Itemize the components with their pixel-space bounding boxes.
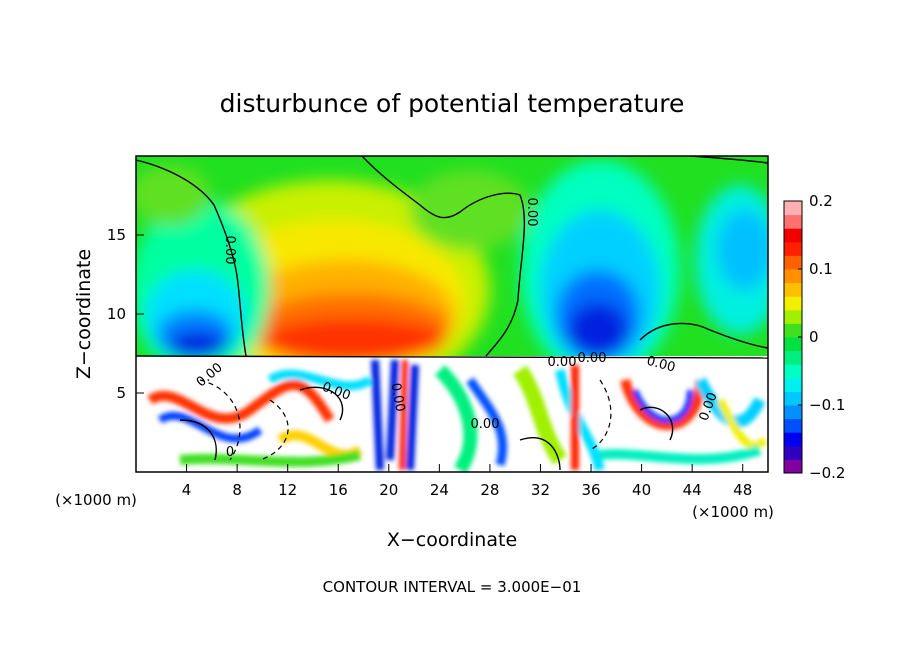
colorbar-swatch [784, 337, 802, 352]
contour-label: 0.00 [548, 355, 577, 370]
colorbar-swatch [784, 282, 802, 297]
x-unit-label-right: (×1000 m) [692, 503, 774, 521]
colorbar-swatch [784, 377, 802, 392]
x-tick-label: 32 [531, 481, 550, 499]
x-unit-label-left: (×1000 m) [55, 491, 137, 509]
colorbar-swatch [784, 255, 802, 270]
colorbar [784, 201, 802, 474]
colorbar-swatch [784, 432, 802, 447]
y-axis: 5 10 15 [107, 226, 144, 402]
x-tick-label: 36 [581, 481, 600, 499]
x-axis-label: X−coordinate [387, 529, 517, 551]
y-axis-label: Z−coordinate [73, 249, 95, 379]
y-tick-label: 5 [116, 384, 126, 402]
colorbar-swatch [784, 201, 802, 216]
contour-label: 0.00 [222, 236, 237, 265]
contour-label: 0.00 [388, 382, 408, 413]
contour-lines [136, 156, 768, 471]
colorbar-swatch [784, 241, 802, 256]
colorbar-swatch [784, 405, 802, 420]
colorbar-tick-label: 0 [809, 328, 819, 346]
colorbar-tick-label: 0.1 [809, 260, 833, 278]
colorbar-swatch [784, 391, 802, 406]
colorbar-swatch [784, 269, 802, 284]
colorbar-swatch [784, 350, 802, 365]
upper-field [136, 160, 768, 400]
colorbar-swatch [784, 228, 802, 243]
contour-label: 0.00 [471, 417, 500, 432]
x-tick-label: 16 [329, 481, 348, 499]
colorbar-swatch [784, 309, 802, 324]
chart-title: disturbunce of potential temperature [220, 89, 685, 118]
x-tick-label: 12 [278, 481, 297, 499]
colorbar-swatch [784, 418, 802, 433]
x-axis: 4 8 12 16 20 24 28 32 36 40 44 48 [182, 464, 752, 499]
colorbar-swatch [784, 323, 802, 338]
x-tick-label: 44 [683, 481, 702, 499]
plot-area [136, 156, 768, 472]
colorbar-swatch [784, 364, 802, 379]
colorbar-tick-label: 0.2 [809, 192, 833, 210]
x-tick-label: 4 [182, 481, 192, 499]
x-tick-label: 28 [480, 481, 499, 499]
x-tick-label: 40 [632, 481, 651, 499]
colorbar-swatch [784, 459, 802, 474]
colorbar-swatch [784, 296, 802, 311]
contour-label: 0.00 [524, 198, 539, 227]
colorbar-swatch [784, 445, 802, 460]
colorbar-ticks: 0.2 0.1 0 −0.1 −0.2 [798, 192, 845, 482]
contour-dashed [199, 379, 612, 461]
x-tick-label: 24 [430, 481, 449, 499]
contour-labels: 0.000.000.000.00 0.000.000.00 0.00 0.000.00… [194, 198, 721, 460]
y-tick-label: 10 [107, 305, 126, 323]
x-tick-label: 8 [232, 481, 242, 499]
contour-label: 0.00 [578, 351, 607, 366]
colorbar-tick-label: −0.1 [809, 396, 845, 414]
contour-interval-note: CONTOUR INTERVAL = 3.000E−01 [323, 578, 582, 596]
contour-label: 0 [226, 445, 234, 460]
contour-label: 0.00 [645, 354, 677, 376]
x-tick-label: 48 [733, 481, 752, 499]
lower-field [136, 356, 768, 472]
y-tick-label: 15 [107, 226, 126, 244]
x-tick-label: 20 [379, 481, 398, 499]
colorbar-swatch [784, 214, 802, 229]
colorbar-tick-label: −0.2 [809, 464, 845, 482]
